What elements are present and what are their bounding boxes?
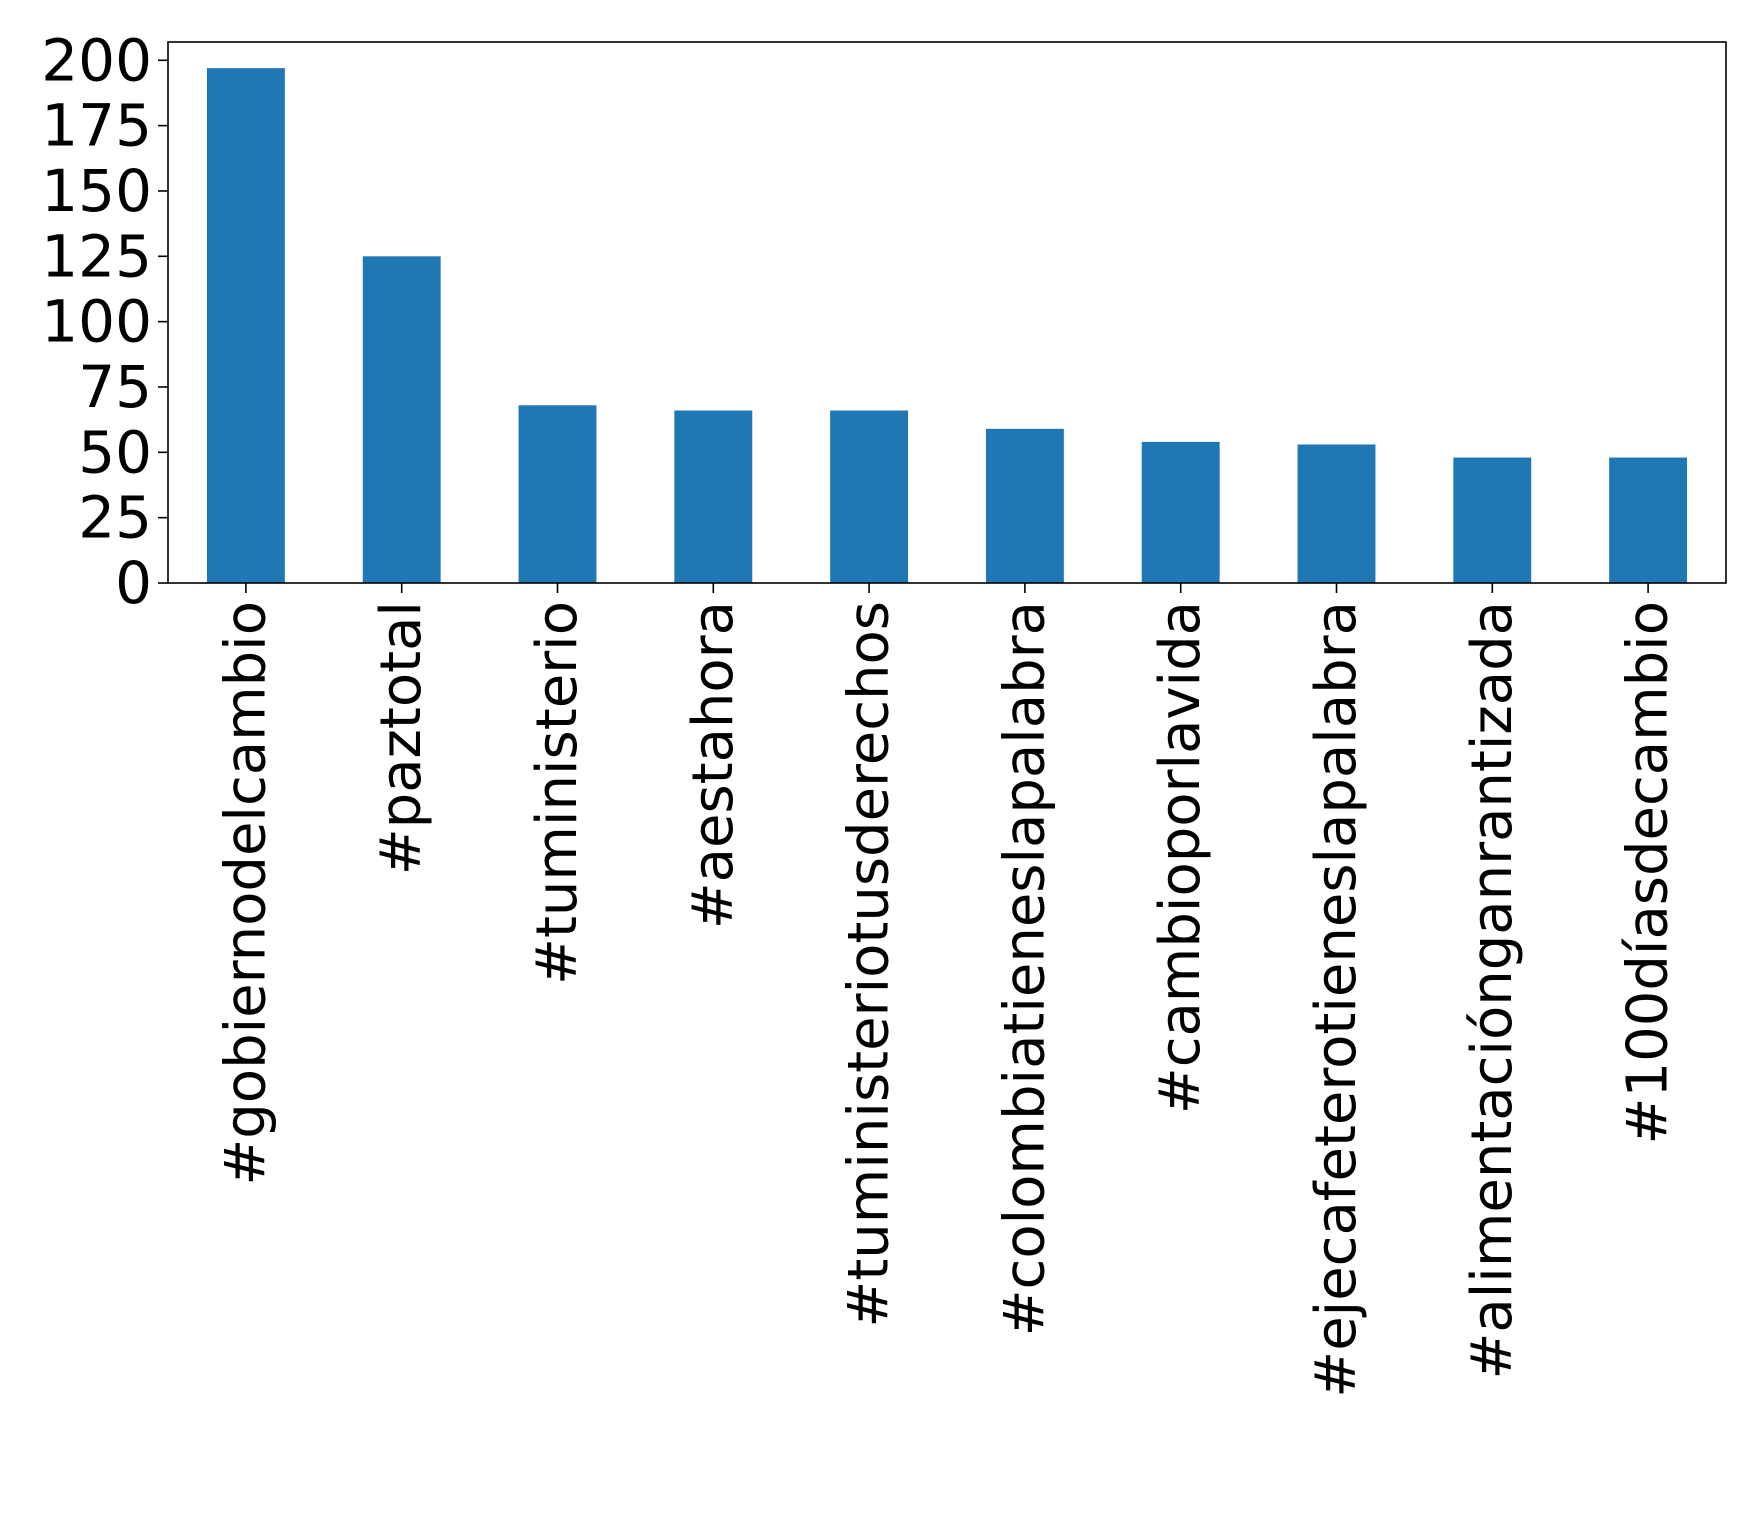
x-tick-label: #tuministerio xyxy=(525,601,590,985)
y-tick-label: 200 xyxy=(41,26,152,94)
x-tick-label: #ejecafeterotieneslapalabra xyxy=(1304,601,1369,1398)
bar xyxy=(985,428,1064,583)
x-tick-label: #tuministeriotusderechos xyxy=(837,601,902,1328)
bar xyxy=(1453,457,1532,583)
x-tick-label: #paztotal xyxy=(369,601,434,875)
bar xyxy=(674,410,753,583)
bars-layer xyxy=(206,68,1688,583)
y-tick-label: 25 xyxy=(78,484,152,552)
bar xyxy=(1297,444,1376,583)
y-tick-label: 100 xyxy=(41,288,152,356)
x-tick-label: #aestahora xyxy=(681,601,746,929)
x-tick-label: #gobiernodelcambio xyxy=(213,601,278,1186)
bar xyxy=(1141,441,1220,583)
y-tick-label: 150 xyxy=(41,157,152,225)
bar xyxy=(518,405,597,583)
x-tick-label: #cambioporlavida xyxy=(1148,601,1213,1114)
y-tick-label: 0 xyxy=(115,549,152,617)
x-tick-label: #alimentaciónganrantizada xyxy=(1460,601,1525,1380)
y-tick-label: 50 xyxy=(78,418,152,486)
x-tick-label: #colombiatieneslapalabra xyxy=(992,601,1057,1336)
y-tick-label: 75 xyxy=(78,353,152,421)
plot-frame xyxy=(167,41,1727,584)
x-tick-label: #100díasdecambio xyxy=(1616,601,1681,1144)
bar xyxy=(830,410,909,583)
bar xyxy=(1609,457,1688,583)
bar xyxy=(362,256,441,583)
bar xyxy=(206,68,285,583)
y-tick-label: 175 xyxy=(41,92,152,160)
x-axis: #gobiernodelcambio #paztotal #tuministerio… xyxy=(213,583,1681,1398)
y-tick-label: 125 xyxy=(41,222,152,290)
